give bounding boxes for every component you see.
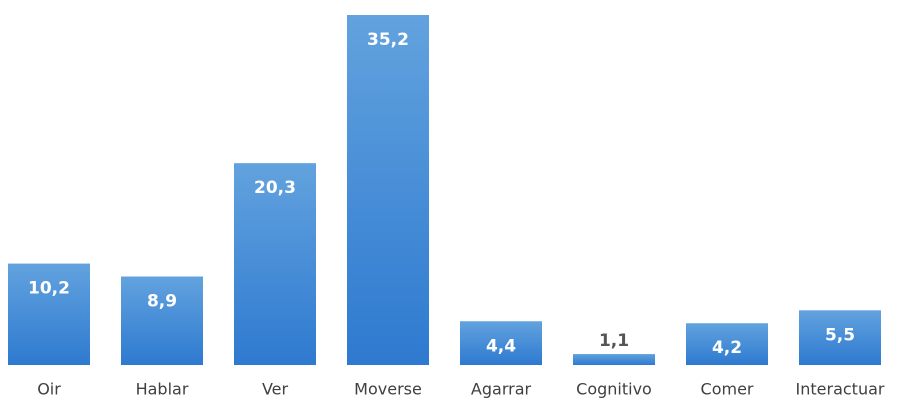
bar (686, 323, 768, 365)
value-label: 35,2 (367, 30, 409, 50)
value-label: 10,2 (28, 279, 70, 299)
x-tick-label: Agarrar (471, 380, 532, 399)
x-tick-label: Hablar (136, 380, 189, 399)
bar (234, 163, 316, 365)
value-label: 1,1 (599, 331, 629, 351)
bar (8, 263, 90, 365)
x-tick-label: Oir (37, 380, 61, 399)
bar (460, 321, 542, 365)
value-label: 5,5 (825, 325, 855, 345)
bar (347, 15, 429, 365)
bar (121, 276, 203, 365)
value-label: 8,9 (147, 292, 177, 312)
value-label: 4,4 (486, 336, 516, 356)
x-tick-label: Comer (701, 380, 754, 399)
x-tick-label: Ver (262, 380, 289, 399)
value-label: 4,2 (712, 338, 742, 358)
value-label: 20,3 (254, 178, 296, 198)
bar (799, 310, 881, 365)
bar (573, 354, 655, 365)
x-tick-label: Interactuar (796, 380, 885, 399)
x-tick-label: Moverse (354, 380, 422, 399)
x-tick-label: Cognitivo (576, 380, 652, 399)
